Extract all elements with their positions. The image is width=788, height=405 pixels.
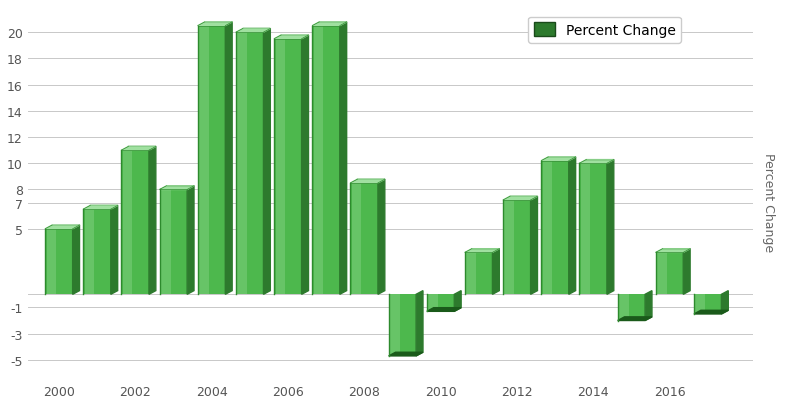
Bar	[199, 27, 209, 294]
Polygon shape	[274, 36, 308, 40]
Bar	[314, 27, 323, 294]
Bar	[198, 27, 225, 294]
Bar	[543, 161, 552, 294]
Bar	[45, 229, 72, 294]
Bar	[465, 253, 492, 294]
Polygon shape	[541, 158, 576, 161]
Polygon shape	[263, 30, 270, 294]
Polygon shape	[579, 160, 614, 164]
Bar	[390, 294, 400, 356]
Bar	[160, 190, 187, 294]
Polygon shape	[84, 206, 117, 210]
Bar	[84, 210, 111, 294]
Polygon shape	[340, 23, 347, 294]
Bar	[388, 294, 416, 356]
Polygon shape	[302, 36, 308, 294]
Polygon shape	[607, 160, 614, 294]
Polygon shape	[388, 352, 423, 356]
Bar	[694, 294, 722, 314]
Bar	[504, 200, 514, 294]
Polygon shape	[45, 226, 80, 229]
Polygon shape	[530, 197, 537, 294]
Bar	[312, 27, 340, 294]
Polygon shape	[427, 308, 461, 311]
Bar	[84, 210, 95, 294]
Polygon shape	[569, 158, 576, 294]
Bar	[695, 294, 705, 314]
Bar	[503, 200, 530, 294]
Bar	[276, 40, 285, 294]
Polygon shape	[351, 180, 385, 183]
Bar	[236, 33, 263, 294]
Bar	[123, 151, 132, 294]
Bar	[541, 161, 569, 294]
Bar	[161, 190, 171, 294]
Bar	[351, 183, 378, 294]
Polygon shape	[236, 30, 270, 33]
Bar	[237, 33, 247, 294]
Text: Percent Change: Percent Change	[762, 153, 775, 252]
Polygon shape	[683, 249, 690, 294]
Polygon shape	[454, 291, 461, 311]
Polygon shape	[111, 206, 117, 294]
Polygon shape	[492, 249, 500, 294]
Legend: Percent Change: Percent Change	[528, 17, 682, 43]
Bar	[579, 164, 607, 294]
Bar	[121, 151, 149, 294]
Polygon shape	[160, 186, 194, 190]
Bar	[657, 253, 667, 294]
Polygon shape	[503, 197, 537, 200]
Bar	[619, 294, 629, 321]
Bar	[352, 183, 362, 294]
Bar	[428, 294, 438, 311]
Bar	[618, 294, 645, 321]
Polygon shape	[121, 147, 156, 151]
Polygon shape	[645, 291, 652, 321]
Polygon shape	[72, 226, 80, 294]
Polygon shape	[465, 249, 500, 253]
Polygon shape	[694, 311, 728, 314]
Polygon shape	[656, 249, 690, 253]
Polygon shape	[378, 180, 385, 294]
Polygon shape	[416, 291, 423, 356]
Polygon shape	[225, 23, 232, 294]
Bar	[656, 253, 683, 294]
Bar	[46, 229, 56, 294]
Bar	[427, 294, 454, 311]
Bar	[274, 40, 302, 294]
Bar	[466, 253, 476, 294]
Bar	[581, 164, 590, 294]
Polygon shape	[198, 23, 232, 27]
Polygon shape	[312, 23, 347, 27]
Polygon shape	[618, 317, 652, 321]
Polygon shape	[722, 291, 728, 314]
Polygon shape	[149, 147, 156, 294]
Polygon shape	[187, 186, 194, 294]
